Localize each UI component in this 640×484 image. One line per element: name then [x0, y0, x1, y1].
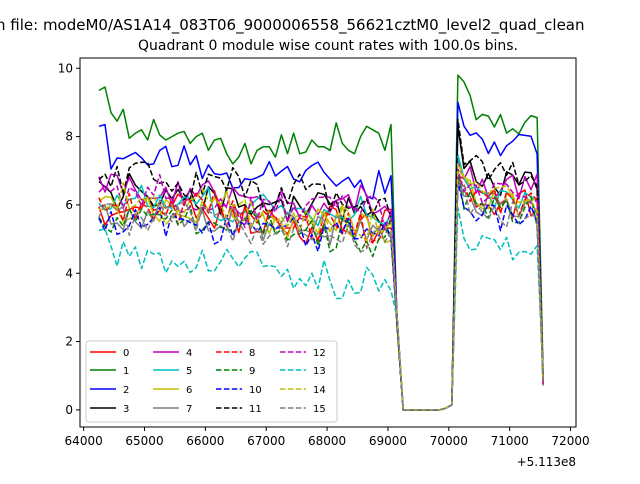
x-tick-label: 67000 — [247, 434, 285, 448]
series-line-8 — [98, 176, 544, 411]
legend-label-5: 5 — [186, 366, 192, 377]
legend-label-2: 2 — [123, 385, 129, 396]
series-line-6 — [98, 168, 544, 411]
x-tick-label: 70000 — [430, 434, 468, 448]
series-line-12 — [98, 168, 544, 411]
series-line-9 — [98, 170, 544, 411]
series-layer — [98, 74, 544, 411]
figure-suptitle: n file: modeM0/AS1A14_083T06_9000006558_… — [0, 16, 585, 35]
y-tick-label: 10 — [58, 61, 73, 75]
legend-label-12: 12 — [313, 348, 326, 359]
y-tick-label: 6 — [65, 198, 73, 212]
legend-label-6: 6 — [186, 385, 192, 396]
series-line-15 — [98, 183, 544, 411]
x-tick-label: 72000 — [551, 434, 589, 448]
series-line-11 — [98, 118, 544, 411]
chart-title: Quadrant 0 module wise count rates with … — [138, 38, 518, 54]
y-tick-label: 2 — [65, 335, 73, 349]
y-tick-label: 0 — [65, 403, 73, 417]
legend-label-8: 8 — [249, 348, 255, 359]
x-tick-label: 64000 — [65, 434, 103, 448]
axis-layer: 64000 65000 66000 67000 68000 69000 70000 71000… — [58, 61, 590, 448]
legend-label-1: 1 — [123, 366, 129, 377]
legend-label-4: 4 — [186, 348, 192, 359]
x-tick-label: 71000 — [491, 434, 529, 448]
x-tick-label: 65000 — [125, 434, 163, 448]
y-tick-label: 8 — [65, 130, 73, 144]
series-line-2 — [98, 101, 544, 411]
x-tick-label: 68000 — [308, 434, 346, 448]
legend-label-15: 15 — [313, 404, 326, 415]
legend-label-7: 7 — [186, 404, 192, 415]
x-offset-label: +5.113e8 — [517, 455, 576, 469]
legend-label-14: 14 — [313, 385, 326, 396]
x-tick-label: 66000 — [186, 434, 224, 448]
series-line-14 — [98, 162, 544, 411]
legend-label-0: 0 — [123, 348, 129, 359]
y-tick-label: 4 — [65, 266, 73, 280]
series-line-13 — [98, 206, 544, 411]
x-tick-label: 69000 — [369, 434, 407, 448]
legend-label-11: 11 — [249, 404, 262, 415]
plot-frame — [79, 57, 577, 428]
legend-label-3: 3 — [123, 404, 129, 415]
legend-label-10: 10 — [249, 385, 262, 396]
legend-label-13: 13 — [313, 366, 326, 377]
legend-frame — [85, 340, 338, 423]
legend-label-9: 9 — [249, 366, 255, 377]
series-line-1 — [98, 74, 544, 411]
